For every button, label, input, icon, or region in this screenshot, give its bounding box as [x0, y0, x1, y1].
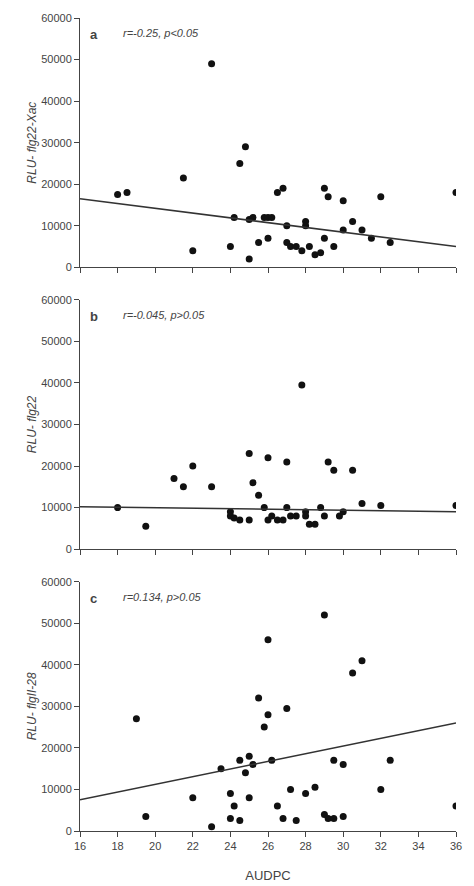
- svg-text:20000: 20000: [41, 178, 72, 190]
- svg-text:28: 28: [299, 840, 311, 852]
- svg-text:c: c: [90, 591, 97, 606]
- svg-text:r=-0.045, p>0.05: r=-0.045, p>0.05: [123, 309, 205, 321]
- svg-text:40000: 40000: [41, 377, 72, 389]
- svg-text:30: 30: [337, 840, 349, 852]
- svg-text:22: 22: [187, 840, 199, 852]
- svg-text:26: 26: [262, 840, 274, 852]
- svg-text:34: 34: [412, 840, 424, 852]
- svg-text:40000: 40000: [41, 659, 72, 671]
- svg-text:18: 18: [111, 840, 123, 852]
- svg-text:b: b: [90, 309, 98, 324]
- svg-text:50000: 50000: [41, 617, 72, 629]
- svg-text:36: 36: [450, 840, 462, 852]
- svg-text:40000: 40000: [41, 95, 72, 107]
- svg-text:60000: 60000: [41, 294, 72, 306]
- svg-text:60000: 60000: [41, 576, 72, 588]
- svg-text:RLU- flg22: RLU- flg22: [25, 395, 39, 453]
- svg-text:0: 0: [66, 543, 72, 555]
- svg-text:10000: 10000: [41, 220, 72, 232]
- svg-text:30000: 30000: [41, 137, 72, 149]
- svg-text:r=0.134, p>0.05: r=0.134, p>0.05: [123, 591, 202, 603]
- svg-text:50000: 50000: [41, 53, 72, 65]
- svg-text:a: a: [90, 27, 98, 42]
- svg-text:10000: 10000: [41, 783, 72, 795]
- svg-text:32: 32: [375, 840, 387, 852]
- svg-text:RLU- flgII-28: RLU- flgII-28: [25, 672, 39, 740]
- svg-text:30000: 30000: [41, 418, 72, 430]
- svg-text:20000: 20000: [41, 742, 72, 754]
- svg-text:60000: 60000: [41, 12, 72, 24]
- svg-text:20: 20: [149, 840, 161, 852]
- svg-text:0: 0: [66, 261, 72, 273]
- svg-text:50000: 50000: [41, 335, 72, 347]
- svg-text:r=-0.25, p<0.05: r=-0.25, p<0.05: [123, 27, 199, 39]
- svg-text:30000: 30000: [41, 700, 72, 712]
- svg-text:24: 24: [224, 840, 236, 852]
- svg-text:AUDPC: AUDPC: [245, 868, 291, 883]
- svg-text:10000: 10000: [41, 501, 72, 513]
- svg-text:0: 0: [66, 825, 72, 837]
- svg-text:20000: 20000: [41, 460, 72, 472]
- svg-text:RLU- flg22-Xac: RLU- flg22-Xac: [25, 102, 39, 184]
- svg-text:16: 16: [74, 840, 86, 852]
